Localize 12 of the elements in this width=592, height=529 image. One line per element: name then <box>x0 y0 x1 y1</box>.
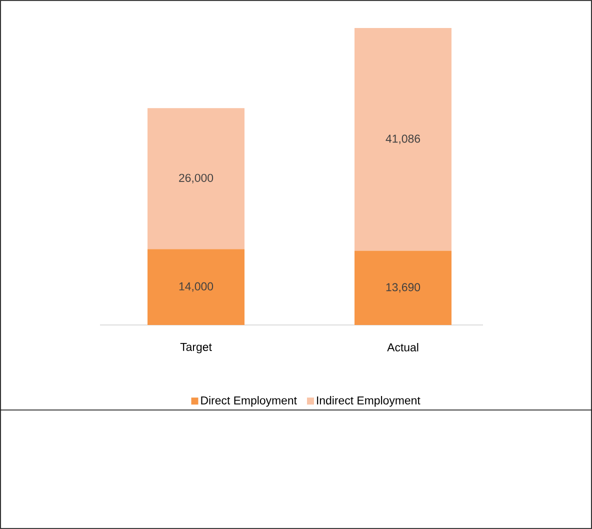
x-tick-label: Actual <box>387 343 418 352</box>
bar <box>354 28 452 251</box>
data-label: 41,086 <box>386 134 420 144</box>
legend-label: Direct Employment <box>201 396 297 407</box>
data-label: 26,000 <box>179 174 214 184</box>
x-tick-label: Target <box>180 343 212 354</box>
data-label: 14,000 <box>179 282 214 292</box>
bar <box>148 108 245 250</box>
data-label: 13,690 <box>386 283 420 293</box>
bar <box>354 250 452 325</box>
bar <box>148 249 245 325</box>
legend-label: Indirect Employment <box>317 396 420 407</box>
